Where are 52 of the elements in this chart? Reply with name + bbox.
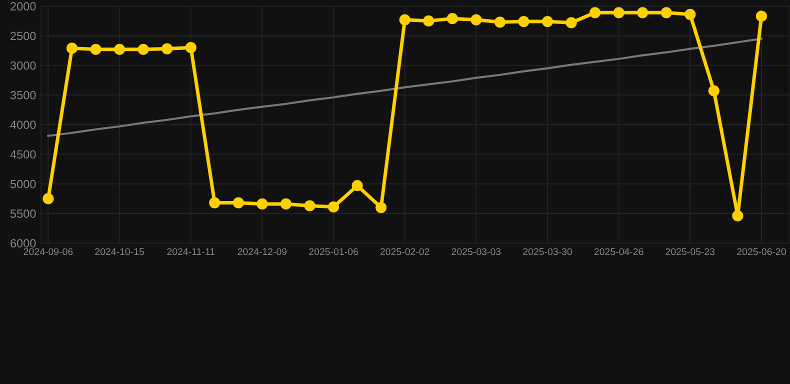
x-tick-label: 2025-02-02 xyxy=(380,248,430,256)
point xyxy=(684,8,696,20)
point xyxy=(470,14,482,26)
point xyxy=(637,7,648,18)
point xyxy=(280,198,292,210)
point xyxy=(232,197,244,208)
point xyxy=(542,16,554,28)
y-tick-label: 3500 xyxy=(10,91,36,100)
x-tick-label: 2024-09-06 xyxy=(24,248,73,256)
y-tick-label: 2000 xyxy=(10,2,36,11)
point xyxy=(423,15,434,27)
y-tick-label: 6000 xyxy=(10,239,36,248)
point xyxy=(304,200,316,212)
y-tick-label: 5500 xyxy=(10,209,36,218)
point xyxy=(613,7,624,18)
x-tick-label: 2025-05-23 xyxy=(666,248,715,256)
point xyxy=(209,197,220,208)
point xyxy=(66,42,78,54)
x-tick-label: 2024-11-11 xyxy=(167,248,215,256)
point xyxy=(756,10,768,22)
point xyxy=(138,44,149,55)
x-tick-label: 2025-03-03 xyxy=(452,248,501,256)
y-tick-label: 5000 xyxy=(10,180,36,188)
point xyxy=(566,17,577,28)
x-tick-label: 2025-04-26 xyxy=(594,248,644,256)
point xyxy=(399,14,410,26)
line-series xyxy=(47,38,763,137)
point xyxy=(732,210,744,222)
x-tick-label: 2025-01-06 xyxy=(309,248,358,256)
point xyxy=(518,16,530,28)
point xyxy=(446,13,458,24)
point xyxy=(328,201,340,212)
point xyxy=(162,43,173,54)
point xyxy=(256,198,268,210)
x-tick-label: 2024-10-15 xyxy=(95,248,144,256)
x-tick-label: 2024-12-09 xyxy=(238,248,287,256)
point xyxy=(660,7,672,18)
y-tick-label: 4000 xyxy=(10,120,36,129)
point xyxy=(376,202,387,214)
y-tick-label: 3000 xyxy=(10,61,36,70)
y-tick-label: 2500 xyxy=(10,32,36,40)
point xyxy=(114,44,126,55)
point xyxy=(185,42,196,54)
x-tick-label: 2025-03-30 xyxy=(523,248,572,256)
y-tick-label: 4500 xyxy=(10,150,36,159)
point xyxy=(352,180,363,192)
point xyxy=(90,44,102,55)
point xyxy=(589,7,601,18)
point xyxy=(708,85,720,96)
point xyxy=(42,193,54,204)
x-tick-label: 2025-06-20 xyxy=(737,248,786,256)
point xyxy=(494,16,506,28)
